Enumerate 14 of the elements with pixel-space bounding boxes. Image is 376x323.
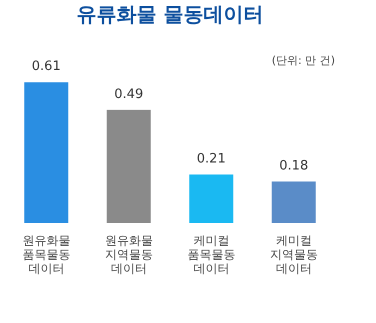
x-tick-label: 원유화물 품목물동 데이터 — [22, 234, 70, 276]
x-tick-label: 케미컬 품목물동 데이터 — [187, 234, 236, 276]
bar — [189, 174, 234, 223]
data-label: 0.18 — [279, 158, 308, 174]
bar — [106, 110, 151, 223]
text: (단위: 만 건) — [272, 54, 335, 67]
data-label: 0.61 — [32, 59, 61, 74]
bar — [24, 82, 68, 223]
x-tick-label: 원유화물 지역물동 데이터 — [104, 234, 153, 276]
bar — [272, 181, 316, 223]
data-label: 0.49 — [114, 86, 144, 102]
x-tick-label: 케미컬 지역물동 데이터 — [270, 234, 318, 276]
chart-title: 유류화물 물동데이터 — [76, 2, 264, 26]
data-label: 0.21 — [196, 152, 226, 167]
